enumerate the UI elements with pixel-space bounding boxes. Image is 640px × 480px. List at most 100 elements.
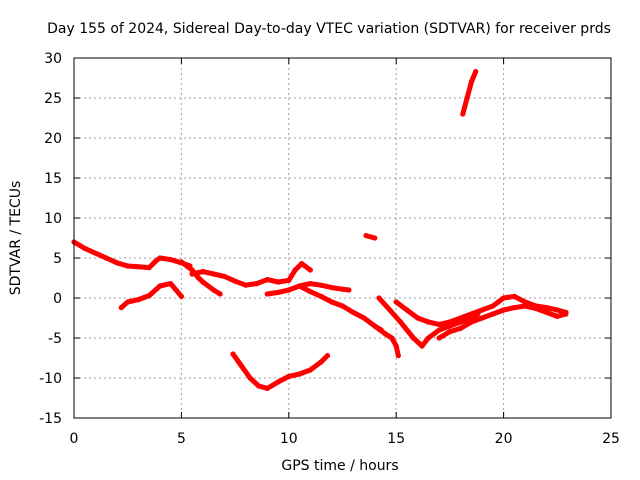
data-point bbox=[196, 275, 202, 281]
data-point bbox=[329, 285, 335, 291]
data-point bbox=[479, 315, 485, 321]
data-point bbox=[382, 331, 389, 337]
grid bbox=[74, 58, 611, 418]
data-point bbox=[307, 267, 313, 273]
data-point bbox=[221, 273, 227, 279]
data-point bbox=[264, 277, 270, 283]
plot-frame bbox=[73, 57, 612, 419]
x-axis-label: GPS time / hours bbox=[281, 458, 398, 474]
data-point bbox=[286, 373, 292, 379]
data-point bbox=[361, 315, 367, 321]
data-point bbox=[436, 335, 442, 341]
data-point bbox=[247, 375, 253, 381]
data-point bbox=[397, 319, 404, 325]
data-point bbox=[346, 287, 352, 293]
data-point bbox=[415, 315, 421, 321]
data-point bbox=[135, 264, 141, 270]
data-point bbox=[296, 283, 303, 289]
y-axis-label: SDTVAR / TECUs bbox=[8, 181, 24, 296]
data-point bbox=[419, 343, 425, 349]
x-tick-label: 15 bbox=[387, 431, 405, 447]
data-point bbox=[153, 258, 159, 264]
data-point bbox=[458, 315, 464, 321]
data-point bbox=[292, 267, 298, 273]
y-tick-label: 0 bbox=[53, 291, 62, 307]
data-point bbox=[254, 281, 260, 287]
data-point bbox=[146, 293, 152, 299]
data-point bbox=[275, 379, 281, 385]
data-point bbox=[468, 311, 474, 317]
data-point bbox=[404, 307, 410, 313]
data-point bbox=[211, 271, 217, 277]
y-tick-label: 20 bbox=[44, 131, 62, 147]
y-tick-label: -10 bbox=[39, 371, 62, 387]
data-point bbox=[339, 303, 346, 309]
data-point bbox=[230, 351, 236, 357]
data-point bbox=[264, 385, 270, 391]
data-point bbox=[544, 309, 550, 315]
data-point bbox=[544, 305, 550, 311]
data-point bbox=[425, 319, 431, 325]
data-point bbox=[211, 287, 217, 293]
data-point bbox=[554, 307, 560, 313]
data-point bbox=[318, 359, 324, 365]
data-point bbox=[490, 303, 496, 309]
data-point bbox=[479, 307, 485, 313]
data-point bbox=[157, 255, 163, 261]
data-point bbox=[533, 305, 539, 311]
y-tick-label: 10 bbox=[44, 211, 62, 227]
data-point bbox=[275, 279, 281, 285]
data-point bbox=[256, 383, 262, 389]
data-point bbox=[464, 95, 470, 101]
data-point bbox=[387, 307, 393, 313]
data-point bbox=[372, 235, 378, 241]
x-tick-label: 10 bbox=[280, 431, 298, 447]
data-point bbox=[125, 299, 131, 305]
series-trace-3 bbox=[189, 261, 313, 288]
data-point bbox=[125, 263, 131, 269]
data-point bbox=[146, 265, 152, 271]
data-point bbox=[490, 311, 496, 317]
data-point bbox=[157, 283, 163, 289]
data-point bbox=[82, 245, 88, 251]
data-point bbox=[307, 289, 313, 295]
data-point bbox=[363, 233, 369, 239]
data-point bbox=[92, 250, 99, 256]
data-point bbox=[200, 279, 206, 285]
data-point bbox=[135, 297, 141, 303]
x-tick-label: 25 bbox=[602, 431, 620, 447]
data-point bbox=[376, 295, 382, 301]
data-point bbox=[468, 319, 474, 325]
data-point bbox=[460, 111, 466, 117]
y-tick-label: -15 bbox=[39, 411, 62, 427]
data-point bbox=[296, 371, 303, 377]
data-point bbox=[178, 293, 184, 299]
x-tick-label: 5 bbox=[177, 431, 186, 447]
data-point bbox=[372, 323, 378, 329]
data-point bbox=[200, 269, 206, 275]
y-tick-label: 25 bbox=[44, 91, 62, 107]
data-point bbox=[436, 321, 442, 327]
data-point bbox=[511, 305, 517, 311]
data-point bbox=[393, 299, 399, 305]
data-point bbox=[286, 277, 292, 283]
axis-ticks: 0 5 10 15 20 25 -15 -10 -5 0 5 10 15 20 25 30 bbox=[39, 51, 620, 447]
data-point bbox=[318, 293, 324, 299]
data-point bbox=[447, 329, 453, 335]
y-tick-label: 5 bbox=[53, 251, 62, 267]
data-point bbox=[275, 289, 281, 295]
data-point bbox=[168, 257, 174, 263]
data-point bbox=[264, 291, 270, 297]
data-point bbox=[103, 255, 109, 261]
data-point bbox=[563, 311, 569, 317]
y-tick-label: 30 bbox=[44, 51, 62, 67]
data-point bbox=[114, 260, 120, 266]
data-point bbox=[395, 353, 401, 359]
data-point bbox=[473, 69, 479, 75]
data-point bbox=[501, 307, 507, 313]
data-point bbox=[299, 261, 305, 267]
data-point bbox=[468, 79, 474, 85]
data-point bbox=[410, 335, 416, 341]
data-point bbox=[350, 309, 356, 315]
